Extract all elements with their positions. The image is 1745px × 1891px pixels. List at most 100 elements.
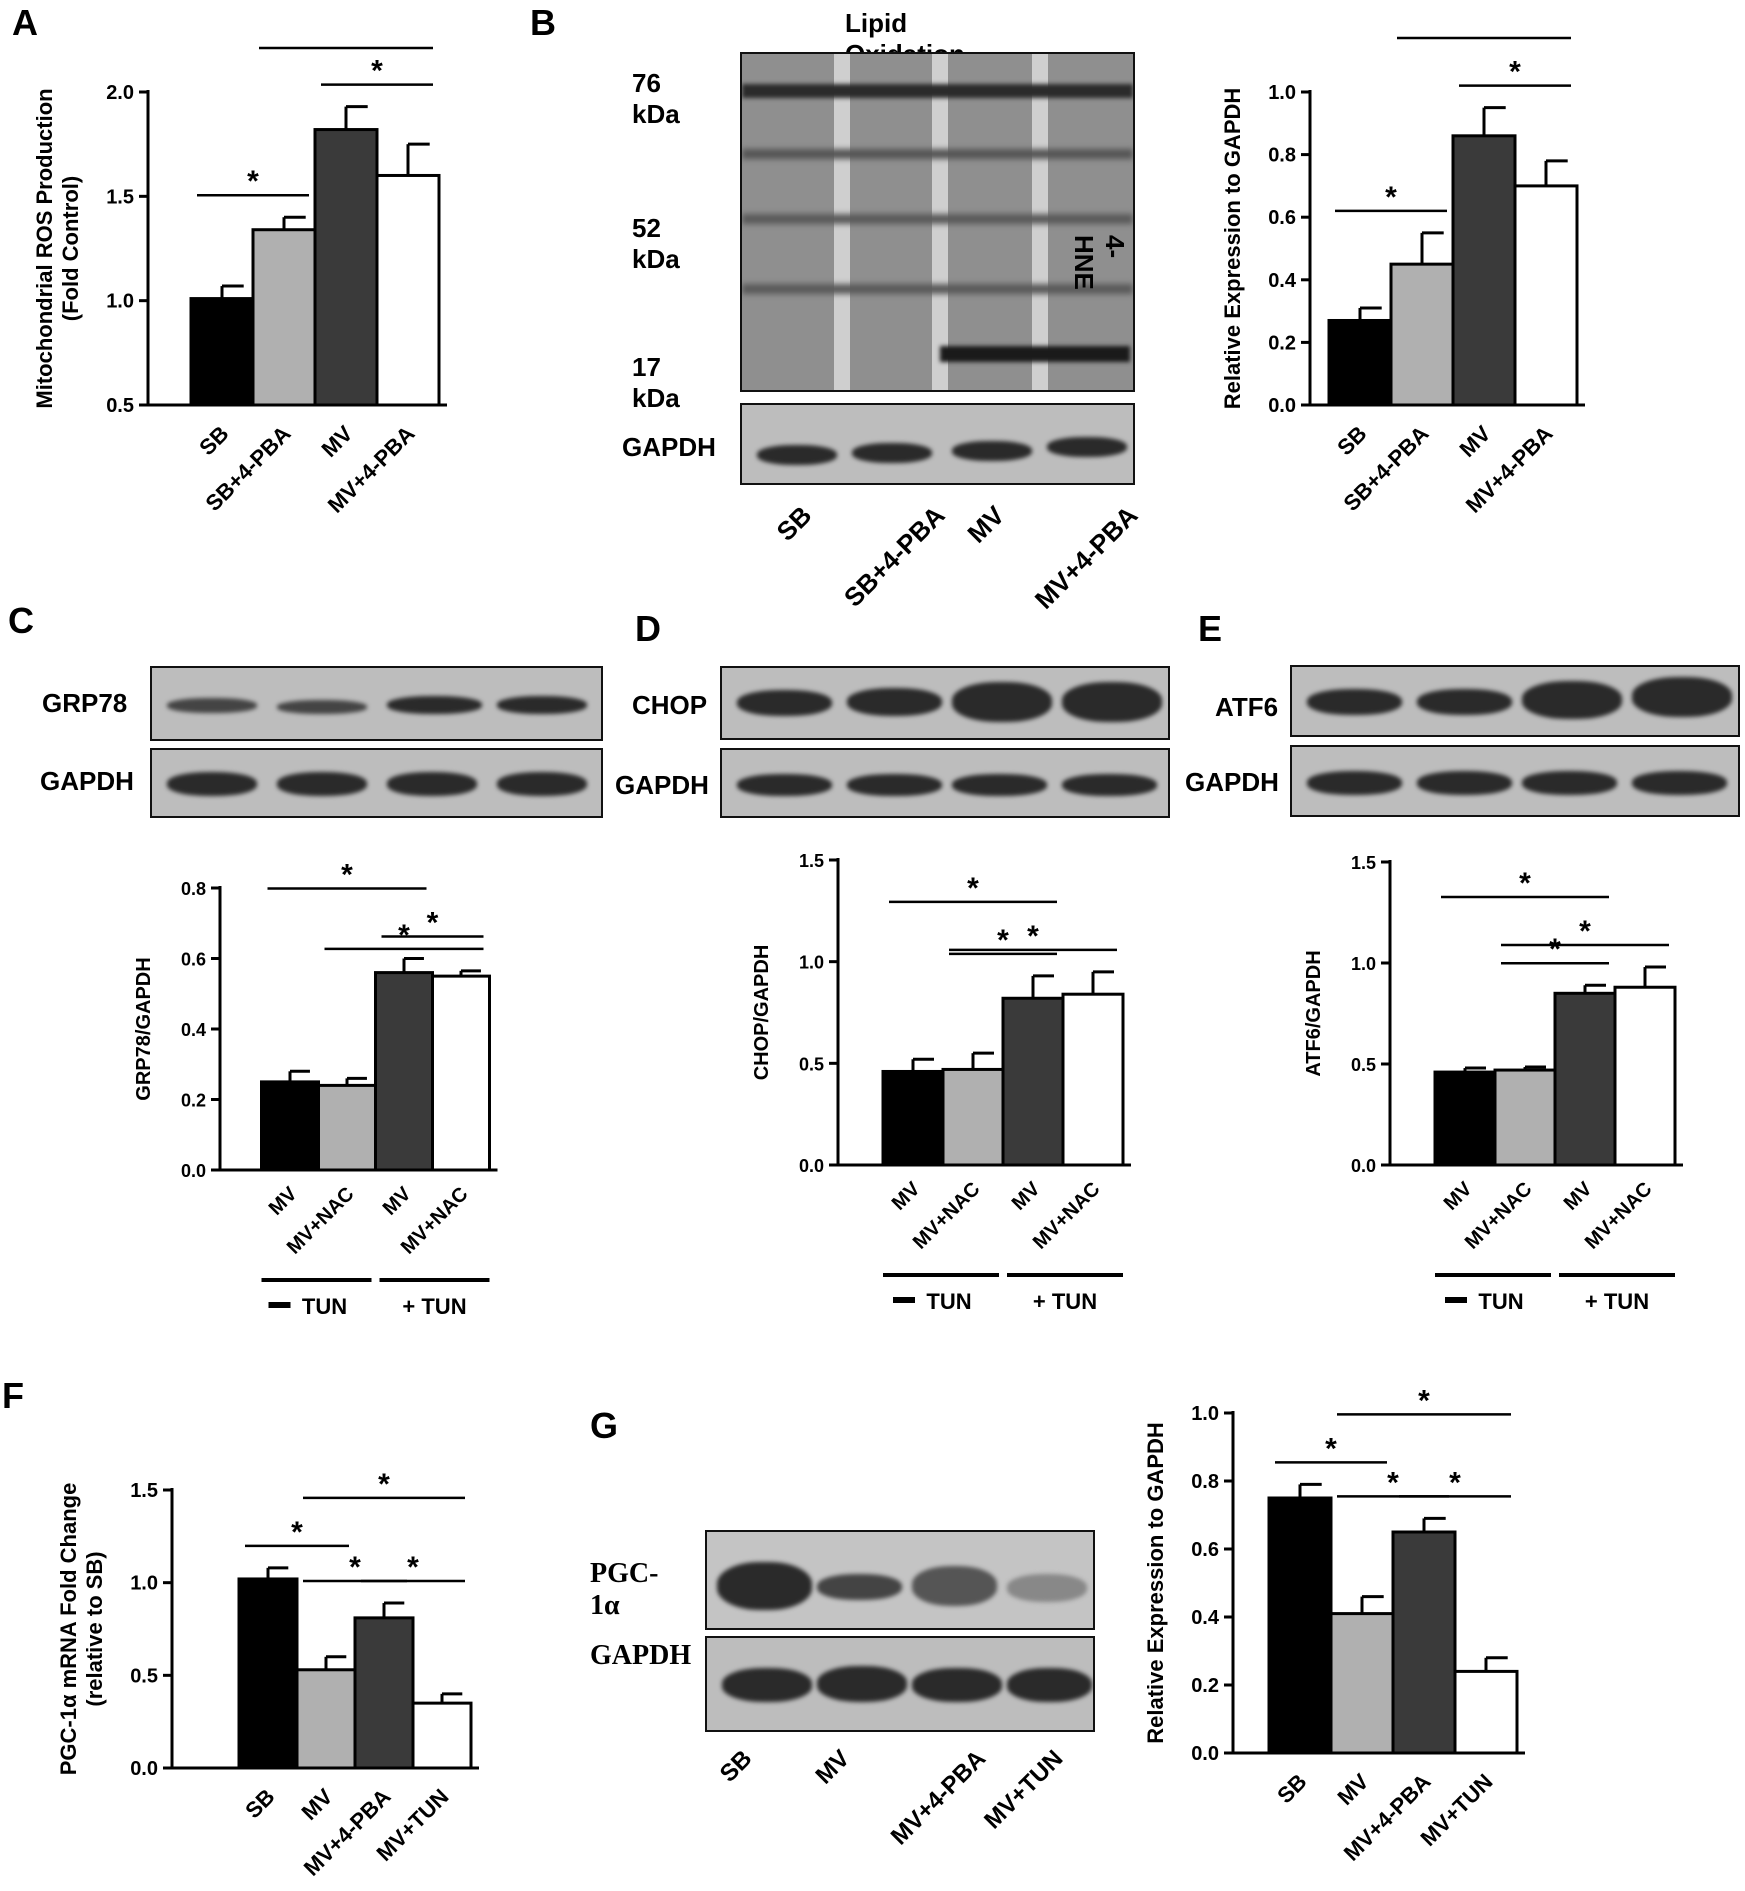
- blot-b-mw-76: 76 kDa: [632, 68, 680, 129]
- x-tick-label: MV: [317, 421, 358, 462]
- blot-d-chop: [720, 666, 1170, 740]
- blot-b-lane-label: MV: [961, 500, 1011, 549]
- bar: [881, 1069, 945, 1167]
- significance-star: *: [291, 1516, 303, 1549]
- panel-letter-c: C: [8, 600, 34, 641]
- blot-b-target-label: 4-HNE: [1069, 235, 1130, 290]
- y-tick-label: 0.8: [181, 879, 206, 899]
- bar: [375, 173, 441, 407]
- y-axis-label: Mitochondrial ROS Production: [32, 88, 57, 408]
- blot-e-band: [1632, 677, 1732, 717]
- x-tick-label: MV: [297, 1784, 338, 1825]
- y-tick-label: 0.5: [799, 1054, 824, 1074]
- blot-b-lane-label: MV+4-PBA: [1028, 500, 1144, 615]
- y-axis-label: GRP78/GAPDH: [133, 957, 155, 1100]
- bar: [260, 1080, 320, 1172]
- y-tick-label: 0.0: [799, 1156, 824, 1176]
- blot-g-pgc1a: [705, 1530, 1095, 1630]
- y-axis-label: (Fold Control): [58, 176, 83, 321]
- blot-d-gapdh: [720, 748, 1170, 818]
- y-tick-label: 0.6: [181, 950, 206, 970]
- bar: [237, 1577, 299, 1770]
- minus-sign: [268, 1302, 291, 1308]
- blot-c-gapdh: [150, 748, 603, 818]
- bar: [411, 1701, 473, 1770]
- blot-b-lane-label: SB: [770, 500, 818, 547]
- blot-b-band: [742, 214, 1133, 224]
- significance-star: *: [1509, 56, 1521, 89]
- bar: [1391, 1530, 1457, 1755]
- blot-c-band: [497, 696, 587, 714]
- blot-c-band: [167, 698, 257, 713]
- y-tick-label: 0.4: [1268, 270, 1297, 292]
- y-tick-label: 0.6: [1191, 1539, 1219, 1561]
- blot-c-gapdh-band: [277, 772, 367, 796]
- blot-g-lane-label: SB: [714, 1745, 758, 1788]
- blot-g-lane-label: MV: [810, 1745, 856, 1790]
- blot-b-lane-label: SB+4-PBA: [837, 500, 951, 613]
- chart-g: 0.0 0.2 0.4 0.6 0.8 1.0 Relative Expression to…: [1143, 1384, 1525, 1866]
- y-axis-label: (relative to SB): [82, 1551, 107, 1706]
- chart-f: 0.0 0.5 1.0 1.5 PGC-1α mRNA Fold Change(rela…: [60, 1468, 479, 1881]
- blot-c-gapdh-label: GAPDH: [40, 766, 134, 796]
- blot-e-gapdh: [1290, 745, 1740, 817]
- blot-d-target-label: CHOP: [632, 690, 708, 720]
- y-axis-label: Relative Expression to GAPDH: [1220, 88, 1245, 410]
- blot-b-band-17: [940, 346, 1130, 362]
- bar: [431, 974, 491, 1172]
- panel-letter-d: D: [635, 608, 661, 649]
- blot-d-gapdh-label: GAPDH: [615, 770, 709, 800]
- y-tick-label: 1.5: [130, 1480, 158, 1502]
- significance-star: *: [349, 1551, 361, 1584]
- blot-b-band: [742, 149, 1133, 159]
- significance-star: *: [1478, 30, 1490, 41]
- blot-e-gapdh-band: [1307, 771, 1402, 795]
- y-tick-label: 1.0: [799, 953, 824, 973]
- significance-star: *: [427, 907, 439, 940]
- blot-g-lane-label: MV+4-PBA: [885, 1745, 992, 1851]
- blot-e-band: [1522, 681, 1622, 719]
- blot-g-gapdh-band: [912, 1668, 1002, 1702]
- blot-e-band: [1307, 689, 1402, 715]
- blot-e-gapdh-band: [1522, 771, 1617, 795]
- y-tick-label: 0.0: [130, 1758, 158, 1780]
- y-tick-label: 0.0: [1191, 1743, 1219, 1765]
- significance-star: *: [1579, 915, 1591, 948]
- y-tick-label: 2.0: [106, 82, 134, 104]
- blot-b-band: [742, 284, 1133, 294]
- bar: [1327, 318, 1393, 407]
- group-label: TUN: [302, 1294, 347, 1319]
- y-tick-label: 1.5: [106, 186, 134, 208]
- blot-g-target-label: PGC-1α: [590, 1558, 659, 1621]
- blot-b-gapdh: [740, 403, 1135, 485]
- bar: [313, 128, 379, 407]
- significance-star: *: [1549, 933, 1561, 966]
- blot-d-gapdh-band: [952, 774, 1047, 796]
- significance-star: *: [997, 924, 1009, 957]
- y-tick-label: 0.0: [181, 1161, 206, 1181]
- blot-e-gapdh-band: [1632, 771, 1727, 795]
- y-tick-label: 0.5: [1351, 1055, 1376, 1075]
- significance-star: *: [247, 165, 259, 198]
- bar: [1001, 996, 1065, 1167]
- blot-e-atf6: [1290, 665, 1740, 737]
- y-tick-label: 0.4: [1191, 1607, 1220, 1629]
- blot-b-gapdh-band: [952, 441, 1032, 461]
- blot-d-band: [952, 682, 1052, 722]
- blot-c-gapdh-band: [167, 772, 257, 796]
- significance-star: *: [1418, 1384, 1430, 1417]
- panel-letter-b: B: [530, 2, 556, 43]
- significance-star: *: [1519, 867, 1531, 900]
- x-tick-label: MV: [379, 1183, 416, 1220]
- blot-g-band: [912, 1566, 997, 1606]
- x-tick-label: SB: [194, 421, 233, 460]
- bar: [1389, 262, 1455, 407]
- bar: [189, 297, 255, 407]
- panel-letter-a: A: [12, 2, 38, 43]
- group-label: TUN: [1478, 1289, 1523, 1314]
- blot-d-band: [847, 688, 942, 716]
- blot-d-gapdh-band: [847, 774, 942, 796]
- blot-b-gapdh-band: [852, 443, 932, 463]
- bar: [1329, 1612, 1395, 1755]
